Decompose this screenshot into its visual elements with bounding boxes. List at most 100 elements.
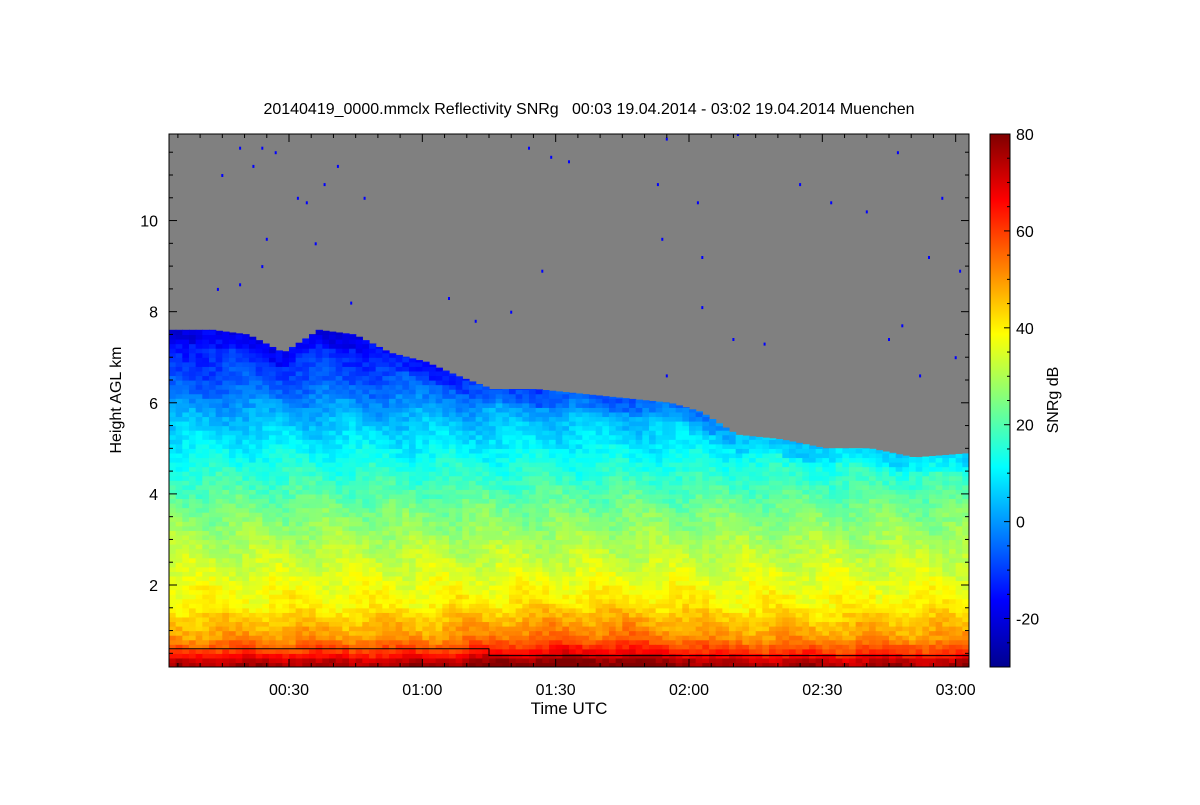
heatmap-cell xyxy=(175,562,183,568)
heatmap-cell xyxy=(442,416,450,422)
heatmap-cell xyxy=(289,346,297,349)
heatmap-cell xyxy=(355,553,363,559)
heatmap-cell xyxy=(569,452,577,459)
heatmap-cell xyxy=(262,603,270,609)
heatmap-cell xyxy=(269,589,277,595)
heatmap-cell xyxy=(609,507,617,513)
heatmap-cell xyxy=(309,657,317,664)
heatmap-cell xyxy=(402,443,410,449)
heatmap-cell xyxy=(629,525,637,531)
heatmap-cell xyxy=(382,370,390,377)
heatmap-cell xyxy=(555,457,563,463)
heatmap-cell xyxy=(335,471,343,477)
heatmap-cell xyxy=(455,480,463,486)
heatmap-cell xyxy=(282,548,290,554)
heatmap-cell xyxy=(215,471,223,477)
heatmap-cell xyxy=(589,489,597,495)
heatmap-cell xyxy=(575,657,583,664)
heatmap-cell xyxy=(522,421,530,427)
heatmap-cell xyxy=(335,425,343,431)
heatmap-cell xyxy=(355,416,363,422)
heatmap-cell xyxy=(415,411,423,418)
heatmap-cell xyxy=(469,653,477,659)
heatmap-cell xyxy=(375,639,383,645)
heatmap-cell xyxy=(469,585,477,591)
heatmap-cell xyxy=(195,380,203,386)
heatmap-cell xyxy=(595,530,603,536)
heatmap-cell xyxy=(255,393,263,399)
heatmap-cell xyxy=(329,539,337,545)
heatmap-cell xyxy=(215,653,223,659)
heatmap-cell xyxy=(649,630,657,636)
heatmap-cell xyxy=(355,370,363,377)
heatmap-cell xyxy=(215,635,223,641)
heatmap-cell xyxy=(275,484,283,490)
heatmap-cell xyxy=(575,452,583,459)
heatmap-cell xyxy=(309,616,317,623)
heatmap-cell xyxy=(362,503,370,509)
heatmap-cell xyxy=(482,648,490,654)
heatmap-cell xyxy=(329,416,337,422)
heatmap-cell xyxy=(615,430,623,436)
heatmap-cell xyxy=(462,598,470,604)
heatmap-cell xyxy=(195,329,203,336)
heatmap-cell xyxy=(475,416,483,422)
heatmap-cell xyxy=(462,512,470,518)
heatmap-cell xyxy=(529,411,537,418)
heatmap-cell xyxy=(249,630,257,636)
heatmap-cell xyxy=(255,448,263,454)
heatmap-cell xyxy=(609,425,617,431)
heatmap-cell xyxy=(355,336,363,340)
heatmap-cell xyxy=(349,644,357,650)
heatmap-cell xyxy=(469,484,477,490)
heatmap-cell xyxy=(615,503,623,509)
heatmap-cell xyxy=(409,462,417,468)
heatmap-cell xyxy=(422,484,430,490)
heatmap-cell xyxy=(529,425,537,431)
heatmap-cell xyxy=(609,648,617,654)
heatmap-cell xyxy=(555,607,563,613)
heatmap-cell xyxy=(415,562,423,568)
heatmap-cell xyxy=(395,575,403,582)
heatmap-cell xyxy=(242,407,250,413)
heatmap-cell xyxy=(169,425,177,431)
heatmap-cell xyxy=(429,402,437,408)
heatmap-cell xyxy=(309,498,317,504)
heatmap-cell xyxy=(482,402,490,408)
heatmap-cell xyxy=(529,553,537,559)
heatmap-cell xyxy=(562,621,570,627)
heatmap-cell xyxy=(169,430,177,436)
heatmap-cell xyxy=(355,635,363,641)
heatmap-cell xyxy=(322,539,330,545)
heatmap-cell xyxy=(335,616,343,623)
heatmap-cell xyxy=(602,635,610,641)
heatmap-cell xyxy=(269,657,277,664)
heatmap-cell xyxy=(242,580,250,586)
heatmap-cell xyxy=(442,534,450,541)
heatmap-cell xyxy=(555,493,563,500)
heatmap-cell xyxy=(642,516,650,522)
heatmap-cell xyxy=(595,644,603,650)
heatmap-cell xyxy=(342,333,350,336)
heatmap-cell xyxy=(169,589,177,595)
heatmap-cell xyxy=(269,430,277,436)
heatmap-cell xyxy=(642,434,650,440)
heatmap-cell xyxy=(235,612,243,618)
heatmap-cell xyxy=(189,512,197,518)
heatmap-cell xyxy=(335,548,343,554)
heatmap-cell xyxy=(615,566,623,572)
heatmap-cell xyxy=(335,589,343,595)
heatmap-cell xyxy=(449,544,457,550)
heatmap-cell xyxy=(269,530,277,536)
heatmap-cell xyxy=(369,562,377,568)
heatmap-cell xyxy=(362,384,370,390)
heatmap-cell xyxy=(429,539,437,545)
heatmap-cell xyxy=(589,503,597,509)
heatmap-cell xyxy=(409,407,417,413)
heatmap-cell xyxy=(442,507,450,513)
heatmap-cell xyxy=(282,630,290,636)
heatmap-cell xyxy=(409,389,417,395)
heatmap-cell xyxy=(555,507,563,513)
heatmap-cell xyxy=(202,493,210,500)
heatmap-cell xyxy=(609,575,617,582)
